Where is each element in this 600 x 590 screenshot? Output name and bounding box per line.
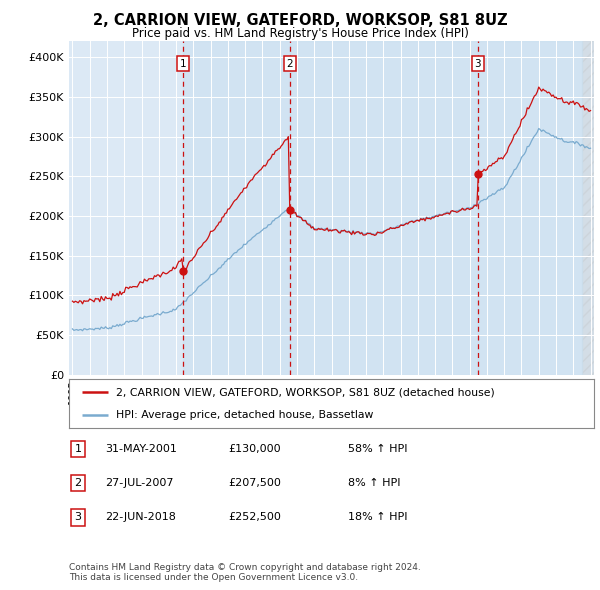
Bar bbox=[582, 41, 594, 375]
Text: 2: 2 bbox=[286, 58, 293, 68]
Text: 31-MAY-2001: 31-MAY-2001 bbox=[105, 444, 177, 454]
Text: 27-JUL-2007: 27-JUL-2007 bbox=[105, 478, 173, 488]
Text: £130,000: £130,000 bbox=[228, 444, 281, 454]
Text: 58% ↑ HPI: 58% ↑ HPI bbox=[348, 444, 407, 454]
Text: 1: 1 bbox=[74, 444, 82, 454]
Text: £207,500: £207,500 bbox=[228, 478, 281, 488]
Text: 2, CARRION VIEW, GATEFORD, WORKSOP, S81 8UZ (detached house): 2, CARRION VIEW, GATEFORD, WORKSOP, S81 … bbox=[116, 388, 495, 398]
Bar bbox=[478, 41, 582, 375]
Text: £252,500: £252,500 bbox=[228, 513, 281, 522]
Text: 1: 1 bbox=[180, 58, 187, 68]
Text: 2, CARRION VIEW, GATEFORD, WORKSOP, S81 8UZ: 2, CARRION VIEW, GATEFORD, WORKSOP, S81 … bbox=[92, 13, 508, 28]
Text: Price paid vs. HM Land Registry's House Price Index (HPI): Price paid vs. HM Land Registry's House … bbox=[131, 27, 469, 40]
Text: 8% ↑ HPI: 8% ↑ HPI bbox=[348, 478, 401, 488]
Text: 18% ↑ HPI: 18% ↑ HPI bbox=[348, 513, 407, 522]
Bar bbox=[290, 41, 478, 375]
Text: 22-JUN-2018: 22-JUN-2018 bbox=[105, 513, 176, 522]
Bar bbox=[184, 41, 290, 375]
Text: 3: 3 bbox=[74, 513, 82, 522]
Text: 3: 3 bbox=[475, 58, 481, 68]
Text: Contains HM Land Registry data © Crown copyright and database right 2024.
This d: Contains HM Land Registry data © Crown c… bbox=[69, 563, 421, 582]
Text: HPI: Average price, detached house, Bassetlaw: HPI: Average price, detached house, Bass… bbox=[116, 409, 374, 419]
Text: 2: 2 bbox=[74, 478, 82, 488]
